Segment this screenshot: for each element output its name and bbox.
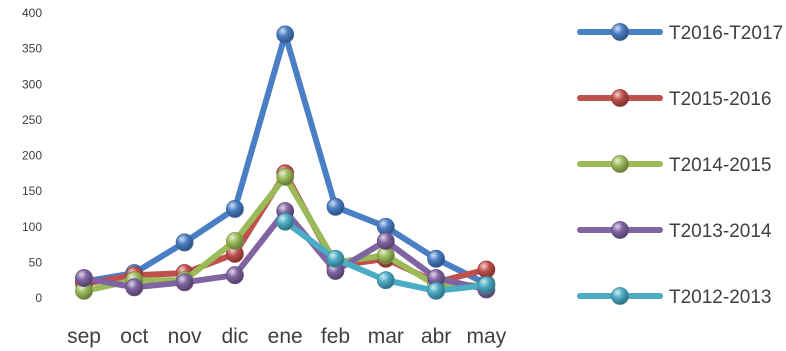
x-tick-label-dic: dic (221, 325, 248, 348)
legend-label-t2014-2015: T2014-2015 (669, 155, 771, 176)
y-tick-label-300: 300 (22, 77, 42, 91)
data-point-t2014-2015-ene (276, 167, 295, 186)
legend-swatch-marker-t2014-2015 (611, 155, 629, 173)
y-tick-label-200: 200 (22, 149, 42, 163)
series-line-t2016-t2017 (81, 31, 490, 287)
data-point-t2012-2013-feb (326, 249, 345, 268)
legend-label-t2015-2016: T2015-2016 (669, 89, 771, 110)
y-tick-label-100: 100 (22, 220, 42, 234)
legend-label-t2012-2013: T2012-2013 (669, 287, 771, 308)
data-point-t2016-t2017-feb (326, 197, 345, 216)
x-tick-label-oct: oct (120, 325, 148, 348)
data-point-t2016-t2017-dic (225, 200, 244, 218)
x-tick-label-abr: abr (421, 325, 451, 348)
x-tick-label-may: may (467, 325, 507, 348)
y-tick-label-150: 150 (22, 184, 42, 198)
data-point-t2016-t2017-abr (427, 249, 446, 268)
legend-item-t2016-t2017: T2016-T2017 (577, 23, 783, 44)
legend-item-t2015-2016: T2015-2016 (577, 89, 771, 110)
legend: T2016-T2017 T2015-2016 T2014-2015 T2013-201… (577, 23, 783, 308)
legend-swatch-marker-t2015-2016 (611, 89, 629, 107)
data-point-t2015-2016-may (477, 260, 496, 279)
x-tick-label-feb: feb (321, 325, 350, 348)
y-tick-label-0: 0 (35, 291, 42, 305)
x-tick-label-ene: ene (268, 325, 303, 348)
data-point-t2013-2014-oct (125, 278, 144, 297)
data-point-t2012-2013-abr (427, 281, 446, 300)
data-point-t2016-t2017-nov (175, 233, 194, 252)
data-point-t2016-t2017-ene (276, 25, 295, 44)
legend-item-t2014-2015: T2014-2015 (577, 155, 771, 176)
y-tick-label-400: 400 (22, 6, 42, 20)
x-axis: sep oct nov dic ene feb mar abr may (67, 325, 507, 348)
data-point-t2013-2014-dic (225, 266, 244, 285)
data-point-t2012-2013-ene (276, 212, 295, 231)
data-point-t2012-2013-may (477, 276, 496, 295)
legend-label-t2016-t2017: T2016-T2017 (669, 23, 783, 44)
y-tick-label-250: 250 (22, 113, 42, 127)
legend-swatch-marker-t2016-t2017 (611, 23, 629, 41)
x-tick-label-sep: sep (67, 325, 101, 348)
y-axis: 0 50 100 150 200 250 300 350 400 (22, 6, 42, 305)
data-point-t2014-2015-dic (225, 232, 244, 250)
y-tick-label-50: 50 (29, 255, 43, 269)
series-t2013-2014 (75, 202, 496, 299)
legend-item-t2012-2013: T2012-2013 (577, 287, 771, 308)
series-t2016-t2017 (75, 25, 496, 293)
legend-swatch-marker-t2013-2014 (611, 221, 629, 239)
series-group (75, 25, 496, 300)
legend-swatch-marker-t2012-2013 (611, 287, 629, 305)
x-tick-label-mar: mar (368, 325, 404, 348)
data-point-t2013-2014-mar (376, 232, 395, 250)
legend-label-t2013-2014: T2013-2014 (669, 221, 772, 242)
data-point-t2013-2014-sep (75, 269, 93, 287)
y-tick-label-350: 350 (22, 42, 42, 56)
series-t2012-2013 (276, 212, 496, 300)
x-tick-label-nov: nov (168, 325, 202, 348)
data-point-t2012-2013-mar (376, 271, 395, 290)
legend-item-t2013-2014: T2013-2014 (577, 221, 772, 242)
data-point-t2013-2014-nov (175, 273, 194, 292)
